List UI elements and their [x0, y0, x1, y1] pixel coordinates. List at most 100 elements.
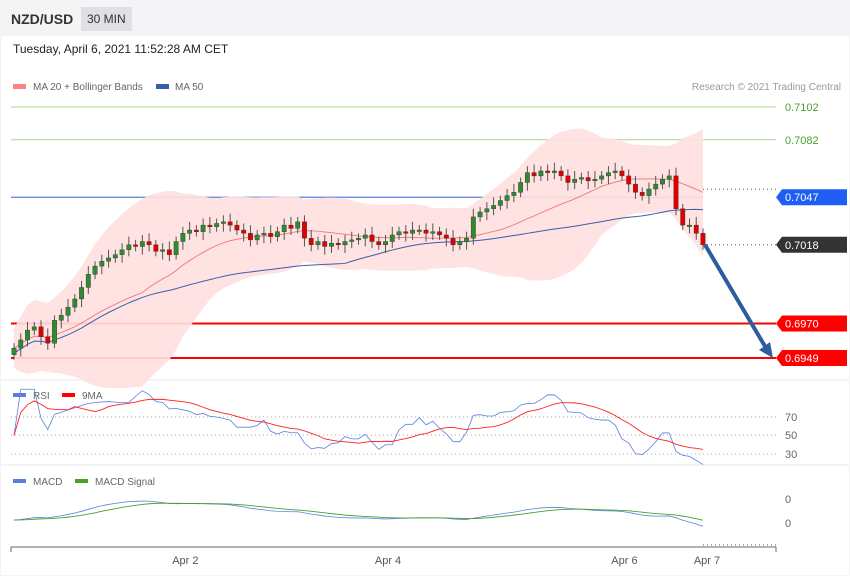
candle: [261, 233, 267, 236]
candle: [234, 224, 240, 231]
candle: [92, 265, 98, 275]
candle: [173, 241, 179, 255]
candle: [214, 223, 220, 227]
rsi-line: [13, 388, 704, 465]
candle: [389, 234, 395, 242]
candle: [45, 336, 51, 344]
x-axis-label: Apr 4: [375, 555, 401, 567]
candle: [558, 170, 564, 177]
candle: [221, 221, 226, 224]
candle: [288, 224, 294, 229]
candle: [349, 239, 355, 242]
candle: [693, 224, 699, 234]
ma50-legend-swatch: [156, 84, 169, 89]
candle: [606, 172, 611, 177]
candle: [396, 231, 402, 236]
candle: [11, 347, 17, 355]
candle: [410, 229, 415, 234]
timeframe-button[interactable]: 30 MIN: [81, 7, 132, 31]
price-tag: [776, 189, 847, 206]
candle: [200, 224, 206, 232]
candle: [579, 177, 584, 180]
candle: [153, 244, 159, 252]
candle: [680, 208, 686, 226]
candle: [275, 231, 280, 237]
candle: [592, 178, 598, 182]
price-tag: [776, 236, 847, 253]
macd-signal-line: [13, 502, 704, 521]
candle: [139, 241, 145, 247]
ma50-line: [13, 208, 704, 354]
rsi-tick: 30: [785, 449, 797, 461]
candle: [99, 261, 105, 267]
bollinger-band: [14, 128, 703, 389]
candle: [308, 238, 314, 246]
candle: [72, 298, 78, 308]
candle: [443, 234, 449, 239]
candle: [646, 188, 652, 196]
candle: [531, 172, 537, 177]
candle: [18, 339, 24, 349]
candle: [416, 229, 422, 232]
rsi-ma-legend-swatch: [62, 393, 75, 397]
level-label: 0.7082: [785, 135, 819, 147]
candle: [653, 183, 659, 190]
candle: [423, 229, 429, 234]
price-tag: [776, 315, 847, 332]
candle: [207, 224, 213, 227]
forecast-arrow: [703, 243, 768, 350]
candle: [599, 175, 605, 180]
candle: [38, 326, 44, 337]
candle: [470, 216, 476, 239]
ma20-legend-swatch: [13, 84, 26, 89]
candle: [660, 178, 665, 185]
candle: [25, 329, 30, 341]
candle: [551, 170, 557, 173]
candle: [687, 224, 692, 227]
candle: [612, 170, 618, 173]
ma50-legend: MA 50: [175, 82, 204, 93]
candle: [700, 233, 706, 246]
candle: [619, 170, 625, 177]
candle: [524, 172, 530, 183]
candle: [342, 241, 348, 246]
candle: [126, 244, 132, 250]
candle: [65, 306, 71, 316]
candle: [241, 229, 247, 234]
ma20-legend: MA 20 + Bollinger Bands: [33, 82, 143, 93]
macd-tick: 0: [785, 518, 791, 530]
candle: [85, 274, 91, 288]
candle: [166, 249, 172, 255]
candle: [639, 192, 645, 196]
candle: [497, 200, 503, 206]
candle: [146, 241, 152, 246]
candle: [626, 175, 632, 185]
candle: [322, 241, 328, 247]
candle: [52, 320, 57, 344]
candle: [133, 244, 138, 247]
price-tag: [776, 349, 847, 366]
candle: [450, 238, 456, 246]
candle: [518, 182, 524, 193]
price-tag-label: 0.7018: [785, 240, 819, 252]
candle: [585, 177, 591, 182]
candle: [79, 287, 84, 300]
candle: [281, 224, 287, 232]
level-label: 0.7102: [785, 102, 819, 114]
candle: [295, 221, 301, 229]
candle: [369, 234, 375, 242]
rsi-tick: 50: [785, 430, 797, 442]
rsi-ma-line: [13, 398, 704, 450]
macd-legend: MACD: [33, 477, 62, 488]
forecast-arrow-head: [759, 341, 773, 358]
candle: [180, 233, 186, 242]
candle: [430, 231, 436, 234]
candle: [376, 241, 382, 246]
price-tag-label: 0.7047: [785, 192, 819, 204]
candle: [119, 249, 125, 255]
candle: [356, 238, 361, 241]
x-axis-label: Apr 7: [694, 555, 720, 567]
candle: [538, 170, 544, 177]
candle: [383, 241, 388, 246]
